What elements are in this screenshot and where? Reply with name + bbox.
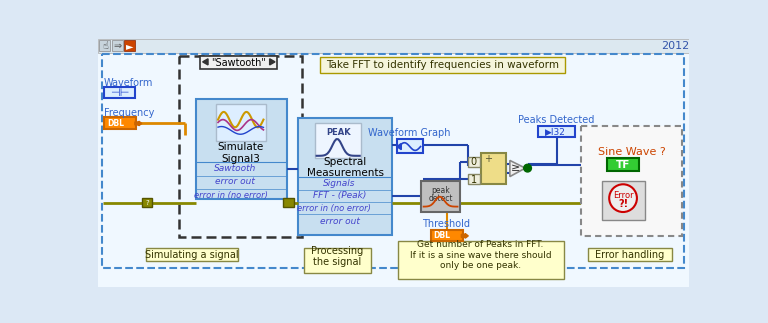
Text: error out: error out (319, 217, 359, 226)
Text: Spectral
Measurements: Spectral Measurements (306, 157, 383, 178)
FancyBboxPatch shape (200, 56, 277, 69)
FancyArrow shape (462, 234, 468, 238)
FancyBboxPatch shape (112, 40, 123, 51)
Text: 1: 1 (471, 175, 477, 185)
Polygon shape (270, 59, 275, 65)
FancyBboxPatch shape (431, 230, 463, 241)
Text: TF: TF (616, 160, 631, 170)
Text: Threshold: Threshold (422, 219, 470, 229)
Text: error in (no error): error in (no error) (297, 204, 371, 213)
FancyBboxPatch shape (607, 158, 639, 171)
Text: ☝: ☝ (102, 41, 108, 51)
Text: "Sawtooth": "Sawtooth" (211, 57, 266, 68)
FancyBboxPatch shape (422, 181, 460, 212)
FancyBboxPatch shape (197, 99, 287, 199)
Text: ≥: ≥ (511, 163, 520, 173)
Text: Waveform Graph: Waveform Graph (368, 129, 450, 139)
FancyBboxPatch shape (142, 198, 152, 207)
Polygon shape (397, 143, 402, 150)
Text: Waveform: Waveform (104, 78, 154, 88)
Text: 2012: 2012 (661, 41, 690, 51)
FancyBboxPatch shape (468, 174, 480, 184)
Text: error in (no error): error in (no error) (194, 191, 268, 200)
Polygon shape (203, 59, 208, 65)
Text: ▶I32: ▶I32 (545, 128, 565, 136)
Text: Peaks Detected: Peaks Detected (518, 115, 594, 125)
FancyBboxPatch shape (100, 40, 111, 51)
Text: +: + (484, 154, 492, 164)
Text: ⊣⊢: ⊣⊢ (110, 88, 129, 98)
FancyBboxPatch shape (399, 241, 564, 279)
FancyBboxPatch shape (216, 104, 266, 141)
FancyBboxPatch shape (146, 248, 238, 261)
FancyBboxPatch shape (298, 118, 392, 235)
FancyBboxPatch shape (468, 157, 480, 167)
FancyBboxPatch shape (104, 117, 137, 129)
FancyArrow shape (135, 121, 142, 126)
FancyBboxPatch shape (283, 198, 293, 207)
FancyBboxPatch shape (98, 39, 690, 53)
Text: detect: detect (429, 194, 453, 203)
Text: 0: 0 (471, 157, 477, 167)
Text: Error: Error (613, 191, 634, 200)
FancyBboxPatch shape (104, 87, 135, 98)
Circle shape (524, 164, 531, 172)
FancyBboxPatch shape (319, 57, 564, 73)
Circle shape (609, 184, 637, 212)
Text: Processing
the signal: Processing the signal (311, 246, 363, 267)
Text: Get number of Peaks in FFT.
If it is a sine wave there should
only be one peak.: Get number of Peaks in FFT. If it is a s… (410, 240, 551, 270)
Polygon shape (510, 161, 525, 177)
FancyBboxPatch shape (482, 153, 506, 184)
Text: Take FFT to identify frequencies in waveform: Take FFT to identify frequencies in wave… (326, 60, 558, 70)
FancyBboxPatch shape (303, 248, 371, 273)
Text: Frequency: Frequency (104, 109, 154, 119)
Text: Simulating a signal: Simulating a signal (145, 250, 239, 260)
Text: PEAK: PEAK (326, 128, 350, 137)
FancyBboxPatch shape (124, 40, 135, 51)
Text: Error handling: Error handling (595, 250, 664, 260)
Text: ⇒: ⇒ (113, 41, 121, 51)
Text: DBL: DBL (107, 119, 124, 128)
Text: ►: ► (126, 41, 133, 51)
Text: DBL: DBL (434, 231, 451, 240)
Text: ?!: ?! (618, 199, 628, 209)
Text: FFT - (Peak): FFT - (Peak) (313, 191, 366, 200)
FancyBboxPatch shape (602, 181, 644, 220)
Text: Sine Wave ?: Sine Wave ? (598, 147, 665, 157)
Text: ?: ? (145, 200, 149, 206)
FancyBboxPatch shape (315, 123, 361, 158)
Text: Signals: Signals (323, 179, 356, 188)
FancyBboxPatch shape (98, 39, 690, 287)
FancyBboxPatch shape (588, 248, 672, 261)
Text: Sawtooth: Sawtooth (214, 164, 257, 173)
FancyBboxPatch shape (581, 126, 681, 236)
Text: Simulate
Signal3: Simulate Signal3 (217, 142, 263, 163)
FancyBboxPatch shape (538, 126, 575, 137)
FancyBboxPatch shape (397, 139, 423, 153)
Text: peak: peak (431, 186, 450, 195)
Text: error out: error out (215, 177, 255, 186)
